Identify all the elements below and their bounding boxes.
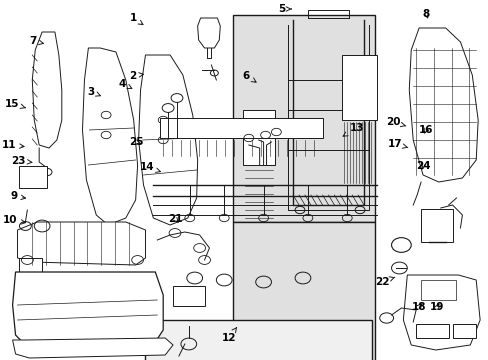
Text: 14: 14: [140, 162, 160, 172]
Bar: [20, 166, 47, 188]
Polygon shape: [403, 275, 479, 350]
Text: 21: 21: [167, 214, 182, 224]
Polygon shape: [13, 338, 173, 358]
Text: 2: 2: [129, 71, 143, 81]
Text: 3: 3: [87, 87, 100, 97]
Text: 25: 25: [129, 137, 143, 147]
Bar: [415, 324, 447, 338]
Text: 4: 4: [118, 78, 132, 89]
Bar: [160, 118, 322, 138]
Text: 17: 17: [387, 139, 407, 149]
Text: 13: 13: [343, 123, 363, 136]
Text: 1: 1: [129, 13, 142, 24]
Bar: [20, 258, 42, 278]
Bar: [342, 55, 376, 120]
Text: 18: 18: [411, 302, 426, 312]
Bar: [145, 320, 371, 360]
Bar: [233, 15, 374, 222]
Text: 9: 9: [10, 191, 25, 201]
Polygon shape: [82, 48, 137, 225]
Bar: [233, 222, 374, 360]
Text: 15: 15: [5, 99, 25, 109]
Polygon shape: [197, 18, 220, 48]
Text: 24: 24: [415, 161, 429, 171]
Text: 19: 19: [429, 302, 444, 312]
Text: 12: 12: [222, 328, 236, 343]
Text: 11: 11: [2, 140, 24, 150]
Bar: [243, 110, 275, 165]
Text: 7: 7: [29, 36, 43, 46]
Text: 20: 20: [385, 117, 405, 127]
Bar: [173, 286, 204, 306]
Polygon shape: [138, 55, 197, 225]
Text: 22: 22: [374, 276, 394, 287]
Text: 5: 5: [278, 4, 291, 14]
Text: 10: 10: [3, 215, 25, 225]
Bar: [452, 324, 475, 338]
Text: 8: 8: [422, 9, 429, 19]
Bar: [420, 280, 455, 300]
Polygon shape: [18, 222, 145, 265]
Bar: [420, 209, 452, 242]
Text: 16: 16: [418, 125, 433, 135]
Polygon shape: [13, 272, 163, 347]
Polygon shape: [32, 32, 61, 148]
Text: 6: 6: [242, 71, 256, 82]
Polygon shape: [408, 28, 477, 182]
Text: 23: 23: [11, 156, 32, 166]
